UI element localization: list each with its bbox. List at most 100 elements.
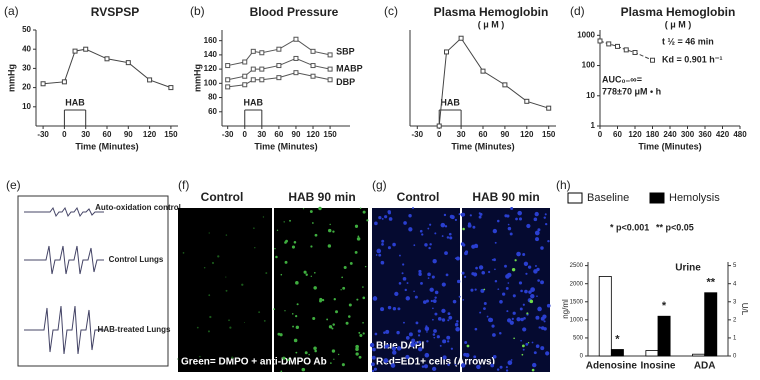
speck — [374, 332, 378, 336]
speck — [396, 330, 400, 335]
x-tick-label: ADA — [694, 361, 716, 372]
speck — [384, 215, 388, 219]
speck — [321, 298, 325, 302]
speck — [447, 319, 450, 322]
speck — [432, 318, 434, 321]
esr-trace — [24, 206, 104, 218]
speck — [469, 214, 472, 217]
data-point — [632, 50, 638, 56]
speck — [295, 325, 299, 329]
speck — [217, 255, 220, 258]
speck — [523, 317, 526, 320]
speck — [504, 214, 508, 218]
speck — [282, 356, 286, 360]
data-point — [242, 73, 248, 79]
speck — [371, 362, 375, 367]
speck — [427, 272, 431, 277]
data-point — [546, 105, 552, 111]
speck — [452, 299, 457, 304]
data-point — [327, 77, 333, 83]
speck — [537, 306, 542, 312]
speck — [340, 289, 342, 291]
x-tick-label: 90 — [500, 130, 509, 139]
speck — [531, 341, 534, 344]
speck — [522, 348, 525, 351]
speck — [505, 369, 509, 372]
x-axis-label: Time (Minutes) — [254, 141, 317, 151]
data-point — [615, 43, 620, 49]
speck — [225, 234, 228, 236]
y2-tick-label: 0 — [733, 354, 737, 360]
speck — [359, 207, 362, 209]
speck — [516, 251, 521, 257]
data-point — [480, 68, 486, 74]
y-tick-label: 1000 — [570, 317, 584, 323]
speck — [478, 265, 484, 270]
data-point — [83, 46, 89, 52]
y-tick-label: 40 — [22, 44, 31, 53]
y-tick-label: 1 — [591, 121, 596, 130]
y-tick-label: 1000 — [577, 30, 595, 39]
legend-swatch — [649, 192, 665, 204]
speck — [414, 295, 418, 299]
speck — [446, 335, 451, 340]
speck — [464, 341, 468, 344]
speck — [388, 217, 393, 221]
x-tick-label: 150 — [164, 130, 178, 139]
panel-label: (g) — [372, 178, 387, 192]
x-tick-label: 120 — [628, 130, 642, 139]
speck — [196, 326, 199, 329]
speck — [513, 337, 515, 340]
speck — [414, 341, 418, 345]
x-tick-label: 120 — [306, 130, 320, 139]
speck — [417, 334, 421, 337]
x-tick-label: 30 — [81, 130, 90, 139]
image-caption: Green= DMPO + anti-DMPO Ab — [181, 357, 327, 368]
speck — [473, 355, 477, 359]
series-label: DBP — [336, 77, 355, 87]
speck — [471, 244, 476, 249]
y-tick-label: 2500 — [570, 263, 584, 269]
speck — [540, 246, 544, 250]
speck — [496, 368, 500, 371]
speck — [443, 213, 447, 217]
speck — [444, 225, 448, 228]
speck — [536, 267, 540, 272]
annotation: AUC₀₋∞= — [602, 74, 642, 84]
speck — [356, 237, 361, 241]
speck — [292, 325, 295, 328]
speck — [305, 273, 308, 276]
y-tick-label: 100 — [582, 61, 596, 70]
chart-subtitle: ( μ M ) — [478, 19, 505, 29]
x-tick-label: 150 — [542, 130, 556, 139]
speck — [263, 319, 266, 322]
speck — [429, 223, 432, 226]
data-point — [310, 73, 316, 79]
image-heading: HAB 90 min — [288, 190, 355, 204]
speck — [335, 310, 338, 314]
speck — [372, 296, 378, 301]
y2-tick-label: 2 — [733, 317, 737, 323]
speck — [450, 215, 455, 220]
speck — [447, 340, 450, 343]
speck — [534, 211, 539, 217]
speck — [280, 273, 283, 276]
data-point — [327, 52, 333, 58]
speck — [374, 221, 378, 226]
speck — [349, 262, 353, 265]
speck — [304, 351, 308, 355]
speck — [396, 346, 402, 351]
speck — [314, 233, 318, 237]
speck — [359, 333, 363, 338]
speck — [332, 323, 335, 326]
significance-mark: * — [615, 333, 620, 345]
speck — [543, 216, 546, 219]
speck — [358, 355, 362, 359]
speck — [512, 294, 516, 298]
micrograph — [274, 208, 368, 372]
speck — [199, 355, 201, 358]
speck — [328, 228, 332, 233]
speck — [483, 302, 487, 305]
speck — [544, 213, 547, 216]
